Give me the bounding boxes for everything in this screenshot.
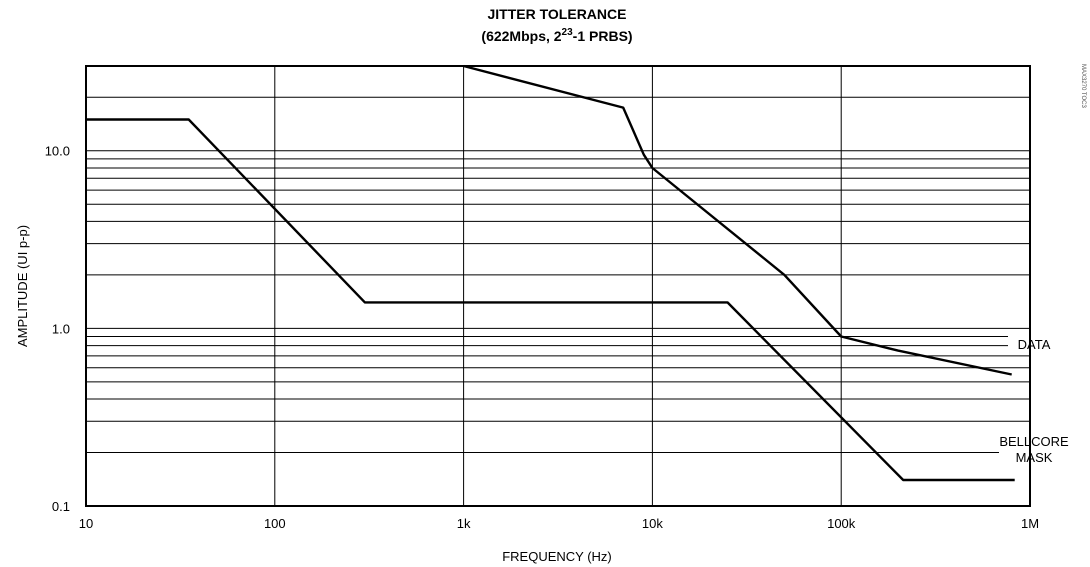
y-axis-tick-labels: 0.1 1.0 10.0 [45, 144, 70, 514]
plot-grid [86, 66, 1030, 506]
series-label-bellcore-mask-background [999, 433, 1069, 467]
x-tick-label: 100 [264, 516, 286, 531]
x-tick-label: 10k [642, 516, 663, 531]
figure-code: MAX3270 TOC3 [1080, 64, 1086, 108]
series-label-bellcore-mask: MASK [1016, 450, 1053, 465]
series-line-data [463, 64, 1012, 376]
x-axis-title: FREQUENCY (Hz) [502, 549, 612, 564]
y-axis-title: AMPLITUDE (UI p-p) [15, 225, 30, 347]
series-label-data-background [1008, 336, 1060, 354]
chart-subtitle-suffix: -1 PRBS) [573, 28, 633, 44]
y-tick-label: 0.1 [52, 499, 70, 514]
chart-subtitle: (622Mbps, 223-1 PRBS) [481, 27, 632, 44]
x-tick-label: 100k [827, 516, 856, 531]
y-tick-label: 1.0 [52, 321, 70, 336]
x-tick-label: 10 [79, 516, 93, 531]
y-tick-label: 10.0 [45, 144, 70, 159]
x-tick-label: 1k [457, 516, 471, 531]
chart-subtitle-superscript: 23 [562, 27, 574, 38]
chart-title: JITTER TOLERANCE [488, 6, 627, 22]
chart-subtitle-prefix: (622Mbps, 2 [481, 28, 561, 44]
series-line-bellcore-mask [86, 118, 1015, 482]
x-axis-tick-labels: 10 100 1k 10k 100k 1M [79, 516, 1039, 531]
plot-frame [85, 65, 1031, 507]
x-tick-label: 1M [1021, 516, 1039, 531]
series-label-data: DATA [1018, 337, 1051, 352]
series-label-bellcore-mask: BELLCORE [999, 434, 1069, 449]
plot-series [86, 64, 1015, 482]
